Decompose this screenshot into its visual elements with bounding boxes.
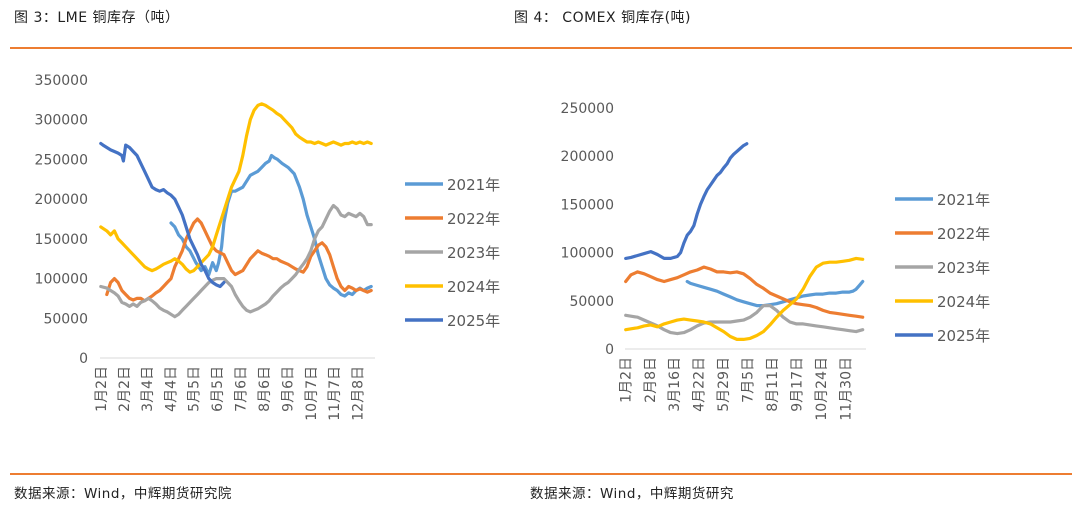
y-tick-label: 300000 — [35, 113, 88, 129]
x-tick-label: 9月6日 — [280, 366, 296, 412]
series-line-2021 — [685, 279, 865, 308]
x-tick-label: 2月2日 — [117, 366, 133, 412]
x-tick-label: 1月2日 — [94, 366, 110, 412]
legend-label: 2025年 — [447, 312, 500, 330]
y-tick-label: 0 — [605, 342, 614, 358]
legend-label: 2021年 — [447, 176, 500, 194]
legend-label: 2023年 — [937, 259, 990, 277]
y-tick-label: 150000 — [561, 197, 614, 213]
figure-3-title: 图 3：LME 铜库存（吨） — [14, 10, 180, 26]
series-line-2023 — [624, 304, 865, 336]
y-tick-label: 350000 — [35, 73, 88, 89]
figure-4-source: 数据来源：Wind，中辉期货研究 — [530, 486, 734, 502]
top-rule — [10, 47, 1072, 49]
y-tick-label: 250000 — [35, 152, 88, 168]
x-tick-label: 3月4日 — [140, 366, 156, 412]
y-tick-label: 100000 — [35, 272, 88, 288]
series-line-2024 — [624, 256, 865, 341]
y-tick-label: 200000 — [35, 192, 88, 208]
x-tick-label: 2月8日 — [643, 357, 659, 403]
legend-label: 2025年 — [937, 327, 990, 345]
x-tick-label: 5月5日 — [187, 366, 203, 412]
y-tick-label: 200000 — [561, 149, 614, 165]
x-tick-label: 10月7日 — [304, 366, 320, 421]
y-tick-label: 100000 — [561, 246, 614, 262]
legend-label: 2022年 — [447, 210, 500, 228]
legend-label: 2022年 — [937, 225, 990, 243]
x-tick-label: 4月4日 — [163, 366, 179, 412]
series-line-2025 — [99, 141, 226, 289]
y-tick-label: 50000 — [43, 311, 88, 327]
x-tick-label: 12月8日 — [351, 366, 367, 421]
y-tick-label: 150000 — [35, 232, 88, 248]
series-line-2024 — [99, 102, 373, 274]
x-tick-label: 1月2日 — [619, 357, 635, 403]
x-tick-label: 7月6日 — [234, 366, 250, 412]
x-tick-label: 11月30日 — [838, 357, 854, 421]
figure-3-source: 数据来源：Wind，中辉期货研究院 — [14, 486, 232, 502]
bottom-rule — [10, 473, 1072, 475]
series-line-2022 — [624, 265, 865, 319]
x-tick-label: 8月6日 — [257, 366, 273, 412]
legend-label: 2024年 — [937, 293, 990, 311]
legend-label: 2021年 — [937, 191, 990, 209]
x-tick-label: 11月7日 — [327, 366, 343, 421]
series-line-2023 — [99, 203, 373, 319]
series-line-2025 — [624, 142, 749, 260]
x-tick-label: 6月5日 — [210, 366, 226, 412]
x-tick-label: 10月24日 — [814, 357, 830, 421]
x-tick-label: 7月5日 — [740, 357, 756, 403]
y-tick-label: 0 — [79, 351, 88, 367]
x-tick-label: 3月16日 — [667, 357, 683, 412]
figure-4-title: 图 4： COMEX 铜库存(吨) — [514, 10, 691, 26]
series-line-2021 — [169, 153, 373, 298]
x-tick-label: 5月29日 — [716, 357, 732, 412]
legend-label: 2023年 — [447, 244, 500, 262]
x-tick-label: 8月11日 — [765, 357, 781, 412]
legend-label: 2024年 — [447, 278, 500, 296]
x-tick-label: 4月22日 — [691, 357, 707, 412]
y-tick-label: 50000 — [569, 294, 614, 310]
x-tick-label: 9月17日 — [789, 357, 805, 412]
y-tick-label: 250000 — [561, 101, 614, 117]
